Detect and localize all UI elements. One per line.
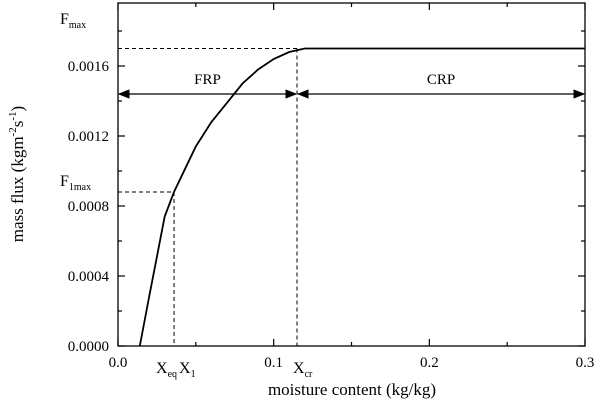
mass-flux-curve bbox=[138, 47, 585, 347]
y-tick-label: 0.0012 bbox=[68, 129, 109, 145]
y-tick-label: 0.0008 bbox=[68, 199, 109, 215]
x-tick-label: 0.3 bbox=[576, 355, 595, 371]
f-1max-label: F1max bbox=[60, 173, 91, 193]
y-axis-label: mass flux (kgm-2s-1) bbox=[7, 106, 27, 242]
y-axis-label-group: mass flux (kgm-2s-1) bbox=[7, 106, 27, 242]
x-eq-label: Xeq bbox=[156, 360, 177, 380]
x-tick-label: 0.1 bbox=[264, 355, 283, 371]
y-tick-label: 0.0016 bbox=[68, 59, 110, 75]
y-tick-label: 0.0000 bbox=[68, 339, 109, 355]
y-tick-label: 0.0004 bbox=[68, 269, 110, 285]
region-label-frp: FRP bbox=[194, 72, 221, 88]
x-tick-label: 0.2 bbox=[420, 355, 439, 371]
x-axis-ticks: 0.0 0.1 0.2 0.3 bbox=[109, 3, 595, 371]
f-max-label: Fmax bbox=[60, 11, 86, 31]
x-tick-label: 0.0 bbox=[109, 355, 128, 371]
region-label-crp: CRP bbox=[427, 72, 455, 88]
y-axis-ticks: 0.0000 0.0004 0.0008 0.0012 0.0016 bbox=[68, 30, 585, 355]
drying-periods: FRP CRP bbox=[117, 72, 586, 99]
x-1-label: X1 bbox=[179, 360, 196, 380]
plot-frame bbox=[117, 2, 586, 347]
x-cr-label: Xcr bbox=[293, 360, 313, 380]
guide-lines bbox=[118, 48, 298, 346]
x-axis-label: moisture content (kg/kg) bbox=[268, 380, 436, 399]
